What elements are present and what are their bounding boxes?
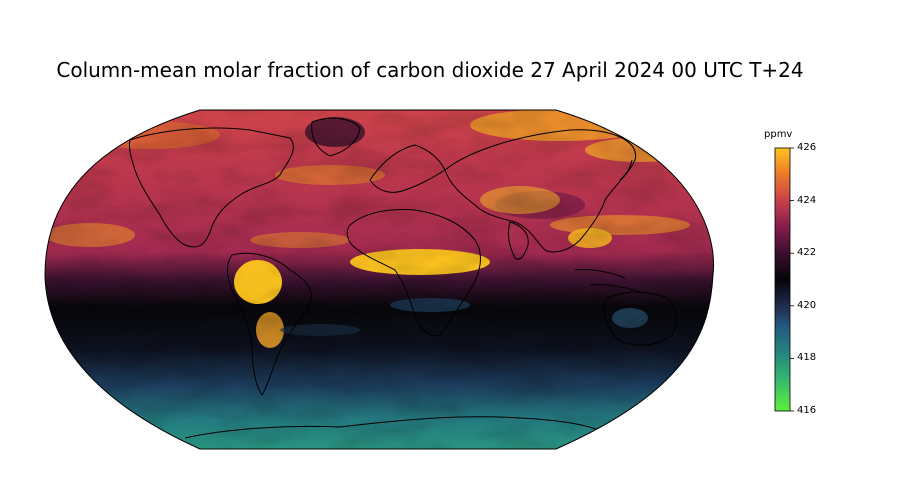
colorbar-tick-label: 420 xyxy=(797,299,817,311)
colorbar-tick-label: 422 xyxy=(797,247,817,259)
map-field xyxy=(45,110,714,449)
map-title: Column-mean molar fraction of carbon dio… xyxy=(56,58,804,82)
colorbar-ticks xyxy=(790,147,794,412)
map-frame xyxy=(44,109,715,450)
colorbar-tick-label: 426 xyxy=(797,142,817,153)
colorbar-tick-label: 424 xyxy=(797,194,817,206)
colorbar-tick-label: 418 xyxy=(797,352,817,364)
colorbar-unit: ppmv xyxy=(764,129,793,140)
colorbar-tick-label: 416 xyxy=(797,405,817,416)
colorbar xyxy=(774,147,791,412)
